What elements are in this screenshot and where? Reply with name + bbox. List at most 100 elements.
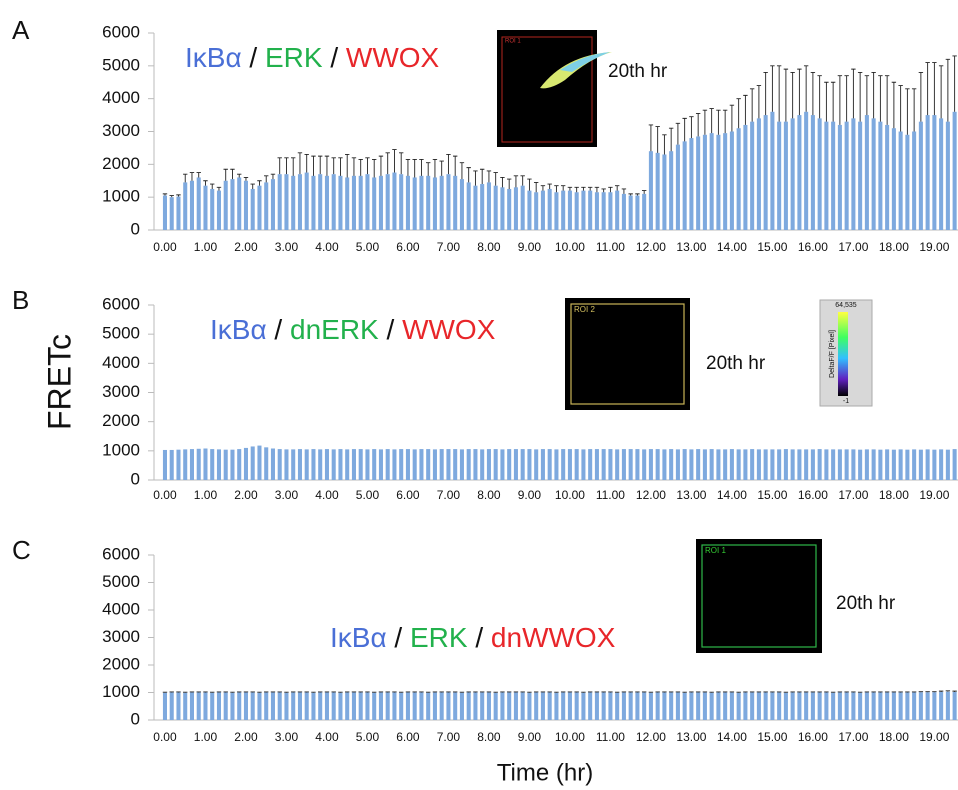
x-tick-label: 0.00	[153, 730, 177, 744]
error-bar	[338, 158, 342, 176]
bar	[197, 449, 201, 480]
bar	[210, 189, 214, 230]
bar	[163, 693, 167, 720]
title-part: WWOX	[402, 314, 496, 345]
bar	[777, 449, 781, 480]
bar	[541, 693, 545, 721]
bar	[602, 449, 606, 480]
error-bar	[480, 692, 484, 693]
bar	[629, 196, 633, 230]
error-bar	[203, 181, 207, 186]
bar	[588, 191, 592, 230]
bar	[527, 449, 531, 480]
y-tick-label: 1000	[102, 440, 140, 459]
bar	[507, 449, 511, 480]
error-bar	[601, 189, 605, 192]
bar	[399, 693, 403, 720]
y-tick-label: 5000	[102, 572, 140, 591]
error-bar	[541, 692, 545, 693]
error-bar	[750, 89, 754, 122]
x-tick-label: 19.00	[919, 240, 949, 254]
error-bar	[912, 692, 916, 693]
bar	[433, 693, 437, 721]
error-bar	[858, 692, 862, 693]
bar	[197, 177, 201, 230]
x-tick-label: 15.00	[757, 240, 787, 254]
error-bar	[757, 692, 761, 693]
error-bar	[176, 692, 180, 693]
error-bar	[939, 66, 943, 119]
bar	[514, 693, 518, 721]
bar	[183, 182, 187, 230]
bar	[561, 449, 565, 480]
y-tick-label: 5000	[102, 55, 140, 74]
bar	[345, 177, 349, 230]
error-bar	[210, 692, 214, 693]
bar	[467, 693, 471, 721]
title-part: /	[323, 42, 346, 73]
bar	[305, 693, 309, 721]
error-bar	[709, 109, 713, 134]
bar	[230, 450, 234, 480]
bar	[689, 138, 693, 230]
bar	[352, 176, 356, 230]
error-bar	[176, 195, 180, 197]
bar	[379, 693, 383, 721]
error-bar	[655, 127, 659, 153]
error-bar	[480, 169, 484, 184]
title-part: ERK	[410, 622, 468, 653]
bar	[494, 449, 498, 480]
bar	[527, 191, 531, 230]
bar	[615, 693, 619, 720]
error-bar	[554, 692, 558, 693]
bar	[953, 449, 957, 480]
x-tick-label: 14.00	[717, 240, 747, 254]
error-bar	[952, 691, 956, 692]
bar	[453, 176, 457, 230]
error-bar	[703, 692, 707, 693]
bar	[345, 449, 349, 480]
error-bar	[466, 168, 470, 183]
bar	[338, 176, 342, 230]
bar	[723, 693, 727, 721]
y-tick-label: 4000	[102, 353, 140, 372]
y-tick-label: 1000	[102, 682, 140, 701]
bar	[919, 450, 923, 480]
title-part: /	[468, 622, 491, 653]
bar	[521, 186, 525, 230]
error-bar	[224, 692, 228, 693]
bar	[251, 189, 255, 230]
bar	[257, 186, 261, 230]
error-bar	[446, 154, 450, 174]
title-part: /	[387, 622, 410, 653]
error-bar	[183, 174, 187, 182]
bar	[224, 450, 228, 480]
error-bar	[703, 110, 707, 135]
x-tick-label: 16.00	[798, 488, 828, 502]
bar	[325, 693, 329, 721]
bar	[622, 194, 626, 230]
bar	[203, 693, 207, 721]
bar	[197, 693, 201, 721]
bar	[743, 693, 747, 721]
error-bar	[811, 72, 815, 115]
bar	[561, 693, 565, 721]
x-tick-label: 11.00	[596, 730, 625, 744]
roi-label: ROI 1	[505, 39, 521, 45]
error-bar	[838, 76, 842, 125]
bar	[527, 693, 531, 720]
bar	[683, 141, 687, 230]
x-tick-label: 4.00	[315, 240, 339, 254]
bar	[298, 693, 302, 721]
error-bar	[183, 692, 187, 693]
error-bar	[925, 692, 929, 693]
error-bar	[385, 153, 389, 174]
error-bar	[473, 692, 477, 693]
bar	[379, 449, 383, 480]
error-bar	[298, 153, 302, 174]
bar	[737, 693, 741, 720]
x-tick-label: 15.00	[757, 730, 787, 744]
y-tick-label: 0	[131, 219, 140, 238]
bar	[575, 693, 579, 721]
bar	[568, 449, 572, 480]
